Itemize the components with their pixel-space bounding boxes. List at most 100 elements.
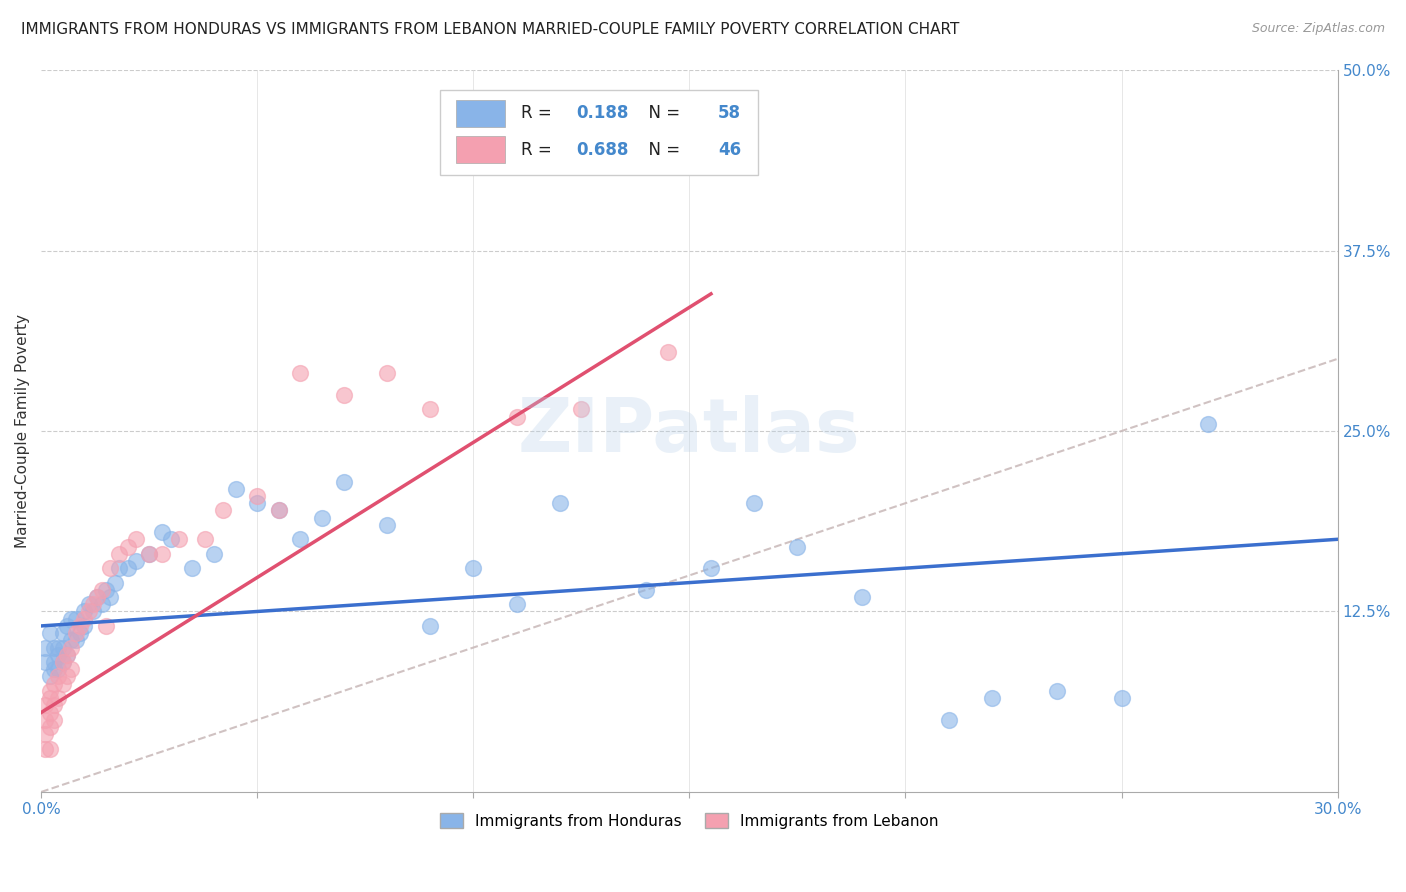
- Point: [60, 662, 83, 676]
- Point: [69, 619, 91, 633]
- Point: [117, 561, 139, 575]
- Point: [290, 366, 312, 380]
- Point: [980, 691, 1002, 706]
- Point: [1046, 684, 1069, 698]
- Point: [742, 496, 765, 510]
- Text: 58: 58: [718, 104, 741, 122]
- Point: [90, 582, 112, 597]
- Text: IMMIGRANTS FROM HONDURAS VS IMMIGRANTS FROM LEBANON MARRIED-COUPLE FAMILY POVERT: IMMIGRANTS FROM HONDURAS VS IMMIGRANTS F…: [21, 22, 959, 37]
- Point: [419, 402, 441, 417]
- Point: [56, 648, 79, 662]
- Point: [86, 590, 108, 604]
- Point: [65, 626, 87, 640]
- Point: [419, 619, 441, 633]
- Point: [52, 640, 75, 655]
- Point: [56, 669, 79, 683]
- Point: [56, 648, 79, 662]
- Point: [636, 582, 658, 597]
- Point: [60, 612, 83, 626]
- Text: N =: N =: [637, 141, 685, 159]
- Text: R =: R =: [520, 141, 557, 159]
- Point: [48, 669, 70, 683]
- Point: [700, 561, 723, 575]
- Point: [52, 676, 75, 690]
- Point: [463, 561, 485, 575]
- Point: [125, 554, 148, 568]
- Point: [69, 626, 91, 640]
- Point: [48, 640, 70, 655]
- Point: [94, 619, 117, 633]
- Point: [108, 547, 131, 561]
- Point: [569, 402, 592, 417]
- Point: [311, 510, 333, 524]
- Point: [34, 741, 56, 756]
- Point: [505, 409, 527, 424]
- Point: [1111, 691, 1133, 706]
- Point: [38, 684, 60, 698]
- Point: [332, 475, 354, 489]
- Point: [38, 691, 60, 706]
- Point: [38, 720, 60, 734]
- Text: ZIPatlas: ZIPatlas: [517, 394, 860, 467]
- Point: [332, 388, 354, 402]
- FancyBboxPatch shape: [440, 89, 758, 175]
- Point: [267, 503, 290, 517]
- Text: N =: N =: [637, 104, 685, 122]
- Point: [52, 626, 75, 640]
- Point: [181, 561, 204, 575]
- Text: 0.188: 0.188: [576, 104, 628, 122]
- Point: [73, 612, 96, 626]
- Point: [65, 633, 87, 648]
- FancyBboxPatch shape: [456, 100, 505, 127]
- Point: [38, 669, 60, 683]
- Point: [108, 561, 131, 575]
- Point: [77, 597, 100, 611]
- Point: [73, 619, 96, 633]
- Point: [42, 640, 65, 655]
- Point: [94, 582, 117, 597]
- Point: [48, 648, 70, 662]
- Point: [42, 713, 65, 727]
- Point: [73, 605, 96, 619]
- Point: [34, 640, 56, 655]
- Point: [211, 503, 233, 517]
- Y-axis label: Married-Couple Family Poverty: Married-Couple Family Poverty: [15, 314, 30, 548]
- Point: [851, 590, 873, 604]
- Point: [42, 655, 65, 669]
- Point: [48, 662, 70, 676]
- Point: [938, 713, 960, 727]
- Point: [225, 482, 247, 496]
- Point: [90, 597, 112, 611]
- Point: [48, 691, 70, 706]
- Point: [34, 698, 56, 713]
- Point: [246, 496, 269, 510]
- Point: [60, 633, 83, 648]
- Text: 46: 46: [718, 141, 741, 159]
- Point: [246, 489, 269, 503]
- Point: [56, 619, 79, 633]
- Point: [82, 597, 104, 611]
- Point: [103, 575, 125, 590]
- Point: [657, 344, 679, 359]
- Point: [548, 496, 571, 510]
- Text: Source: ZipAtlas.com: Source: ZipAtlas.com: [1251, 22, 1385, 36]
- Point: [505, 597, 527, 611]
- Point: [38, 741, 60, 756]
- Text: 0.688: 0.688: [576, 141, 628, 159]
- Point: [60, 640, 83, 655]
- Point: [150, 524, 173, 539]
- Point: [117, 540, 139, 554]
- Point: [77, 605, 100, 619]
- Point: [98, 590, 121, 604]
- Point: [202, 547, 225, 561]
- Point: [169, 533, 191, 547]
- Point: [125, 533, 148, 547]
- Point: [65, 612, 87, 626]
- Point: [194, 533, 217, 547]
- Point: [1197, 417, 1219, 431]
- Point: [42, 676, 65, 690]
- Point: [52, 655, 75, 669]
- Point: [82, 605, 104, 619]
- Point: [34, 727, 56, 741]
- Point: [138, 547, 160, 561]
